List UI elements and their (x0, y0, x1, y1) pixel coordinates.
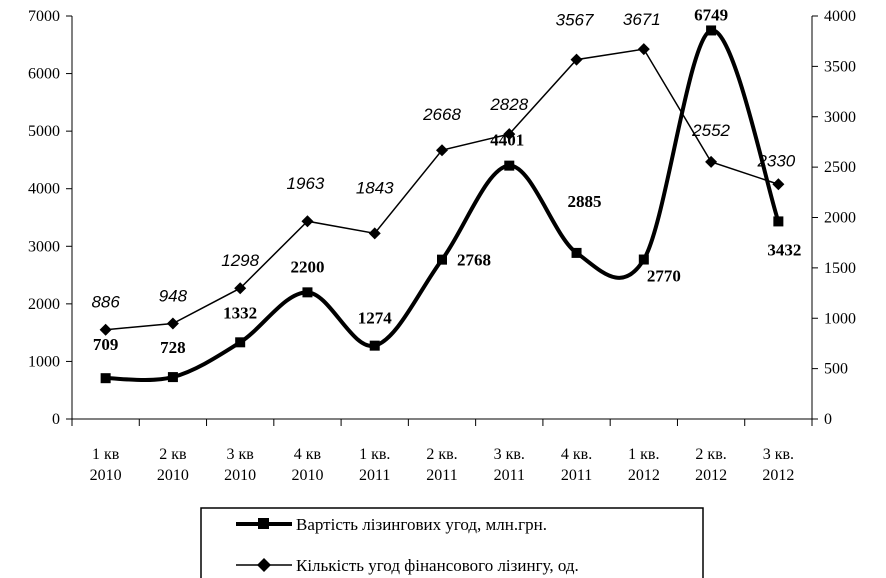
series-marker-count (368, 227, 381, 240)
left-tick-label: 5000 (28, 123, 60, 140)
right-tick-label: 3000 (824, 109, 856, 126)
x-tick-label: 1 кв. 2011 (359, 446, 390, 484)
chart-axes (71, 16, 813, 420)
x-tick-label: 1 кв 2010 (90, 446, 122, 484)
data-label-count: 1843 (356, 178, 394, 197)
x-tick-label: 4 кв. 2011 (561, 446, 592, 484)
data-label-count: 3671 (623, 10, 661, 29)
series-marker-count (99, 323, 112, 336)
series-marker-count (637, 43, 650, 56)
series-marker-value (504, 160, 515, 171)
left-axis-ticks: 0 1000 2000 3000 4000 5000 6000 7000 (28, 8, 72, 428)
series-line-count (105, 48, 779, 331)
x-tick-label: 2 кв. 2011 (426, 446, 457, 484)
right-tick-label: 1500 (824, 260, 856, 277)
legend: Вартість лізингових угод, млн.грн. Кільк… (200, 507, 704, 578)
data-label-count: 1298 (221, 251, 259, 270)
right-tick-label: 4000 (824, 8, 856, 25)
series-marker-value (706, 25, 717, 36)
data-label-value: 728 (160, 338, 186, 357)
right-tick-label: 2000 (824, 210, 856, 227)
left-tick-label: 4000 (28, 181, 60, 198)
data-label-count: 3567 (556, 11, 594, 30)
legend-marker-value (258, 518, 269, 529)
right-tick-label: 0 (824, 411, 832, 428)
data-labels: 709 728 1332 2200 1274 2768 4401 2885 2770 6749 34… (91, 5, 801, 357)
series-marker-count (234, 282, 247, 295)
left-tick-label: 6000 (28, 66, 60, 83)
data-label-count: 2828 (489, 95, 528, 114)
data-label-value: 3432 (767, 240, 801, 259)
series-line-value (105, 28, 781, 382)
data-label-value: 1332 (223, 303, 257, 322)
x-tick-label: 2 кв. 2012 (695, 446, 727, 484)
data-label-count: 2552 (691, 121, 730, 140)
series-marker-value (100, 373, 111, 384)
legend-marker-count (257, 558, 271, 572)
series-marker-value (369, 340, 380, 351)
data-label-value: 4401 (490, 131, 524, 150)
legend-box (200, 507, 704, 578)
x-tick-label: 3 кв. 2012 (762, 446, 794, 484)
left-tick-label: 7000 (28, 8, 60, 25)
left-tick-label: 1000 (28, 353, 60, 370)
data-label-value: 2200 (290, 257, 324, 276)
data-label-value: 2885 (568, 192, 602, 211)
legend-label-value: Вартість лізингових угод, млн.грн. (296, 515, 547, 534)
right-tick-label: 3500 (824, 58, 856, 75)
left-tick-label: 0 (52, 411, 60, 428)
left-tick-label: 3000 (28, 238, 60, 255)
left-tick-label: 2000 (28, 296, 60, 313)
data-label-count: 2330 (756, 151, 795, 170)
data-label-count: 1963 (287, 174, 325, 193)
legend-label-count: Кількість угод фінансового лізингу, од. (296, 556, 579, 575)
data-label-value: 1274 (358, 309, 393, 328)
series-marker-count (772, 178, 785, 191)
x-tick-label: 3 кв. 2011 (494, 446, 525, 484)
x-tick-label: 4 кв 2010 (291, 446, 323, 484)
data-label-value: 709 (93, 335, 119, 354)
x-axis-categories: 1 кв 2010 2 кв 2010 3 кв 2010 4 кв 2010 1 кв. 201… (71, 419, 813, 484)
data-label-value: 2768 (457, 251, 491, 270)
right-tick-label: 500 (824, 361, 848, 378)
x-tick-label: 1 кв. 2012 (628, 446, 660, 484)
series-marker-count (301, 215, 314, 228)
right-axis-ticks: 0 500 1000 1500 2000 2500 3000 3500 4000 (812, 8, 856, 428)
series-marker-count (503, 128, 516, 141)
right-tick-label: 2500 (824, 159, 856, 176)
series-marker-value (571, 247, 582, 258)
data-label-value: 2770 (647, 267, 681, 286)
series-marker-count (570, 53, 583, 66)
series-marker-value (167, 372, 178, 383)
series-marker-value (638, 254, 649, 265)
x-tick-label: 2 кв 2010 (157, 446, 189, 484)
data-label-count: 948 (159, 286, 188, 305)
data-label-count: 2668 (422, 105, 461, 124)
right-tick-label: 1000 (824, 310, 856, 327)
series-marker-value (302, 287, 313, 298)
x-tick-label: 3 кв 2010 (224, 446, 256, 484)
series-marker-count (166, 317, 179, 330)
data-label-count: 886 (91, 293, 120, 312)
data-label-value: 6749 (694, 5, 728, 24)
series-marker-count (436, 144, 448, 157)
series-marker-count (705, 155, 718, 168)
series-marker-value (773, 216, 784, 227)
series-marker-value (235, 337, 246, 348)
series-marker-value (437, 254, 447, 265)
series-lines (99, 25, 785, 384)
